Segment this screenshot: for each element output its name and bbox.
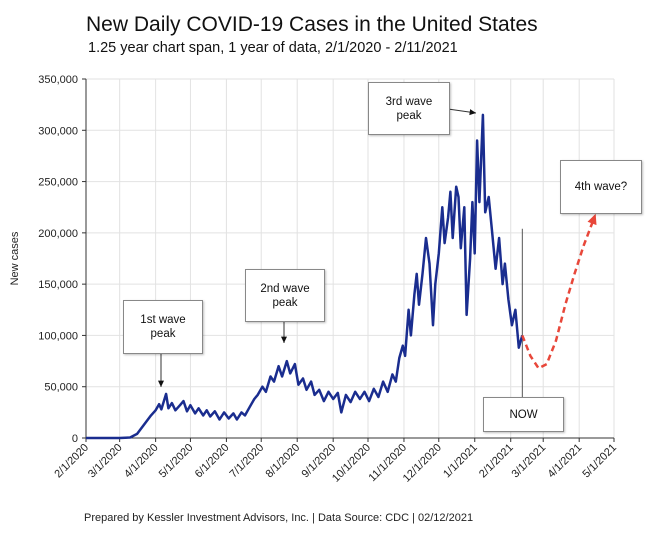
annotation-text: 1st wave peak — [140, 314, 186, 340]
y-tick-label: 50,000 — [44, 382, 78, 394]
chart-subtitle: 1.25 year chart span, 1 year of data, 2/… — [88, 40, 458, 56]
annotation-text: 4th wave? — [574, 181, 628, 193]
y-tick-label: 200,000 — [38, 228, 78, 240]
arrow-1st-wave-head — [158, 380, 164, 387]
y-tick-label: 0 — [72, 433, 78, 445]
annotation-2nd-wave: 2nd wave peak — [245, 269, 325, 322]
y-tick-label: 350,000 — [38, 74, 78, 86]
projection-arrowhead — [587, 213, 597, 226]
x-tick-label: 3/1/2021 — [510, 442, 549, 481]
x-tick-label: 5/1/2020 — [157, 442, 196, 481]
y-tick-label: 100,000 — [38, 330, 78, 342]
arrow-2nd-wave-head — [281, 336, 287, 343]
x-tick-label: 4/1/2021 — [546, 442, 585, 481]
chart-footer: Prepared by Kessler Investment Advisors,… — [84, 512, 474, 524]
y-tick-label: 150,000 — [38, 279, 78, 291]
x-tick-label: 12/1/2020 — [401, 442, 444, 485]
chart-title: New Daily COVID-19 Cases in the United S… — [86, 13, 538, 36]
annotation-3rd-wave: 3rd wave peak — [368, 82, 450, 135]
x-tick-label: 3/1/2020 — [86, 442, 125, 481]
x-tick-label: 10/1/2020 — [330, 442, 373, 485]
annotation-now: NOW — [483, 397, 564, 432]
y-axis-label: New cases — [9, 231, 21, 285]
annotation-text: 2nd wave peak — [260, 282, 310, 309]
x-tick-label: 7/1/2020 — [228, 442, 267, 481]
annotation-4th-wave: 4th wave? — [560, 160, 642, 214]
x-tick-label: 5/1/2021 — [580, 442, 619, 481]
cases-line — [86, 113, 524, 440]
y-tick-label: 300,000 — [38, 125, 78, 137]
x-tick-label: 8/1/2020 — [264, 442, 303, 481]
x-tick-label: 6/1/2020 — [193, 442, 232, 481]
x-tick-label: 2/1/2021 — [477, 442, 516, 481]
x-tick-label: 2/1/2020 — [52, 442, 91, 481]
arrow-3rd-wave-head — [469, 109, 476, 116]
x-tick-label: 4/1/2020 — [122, 442, 161, 481]
annotation-text: 3rd wave peak — [385, 95, 433, 122]
y-tick-label: 250,000 — [38, 177, 78, 189]
annotation-1st-wave: 1st wave peak — [123, 300, 203, 354]
projection-line — [521, 217, 596, 370]
x-tick-label: 1/1/2021 — [441, 442, 480, 481]
annotation-text: NOW — [509, 408, 538, 421]
